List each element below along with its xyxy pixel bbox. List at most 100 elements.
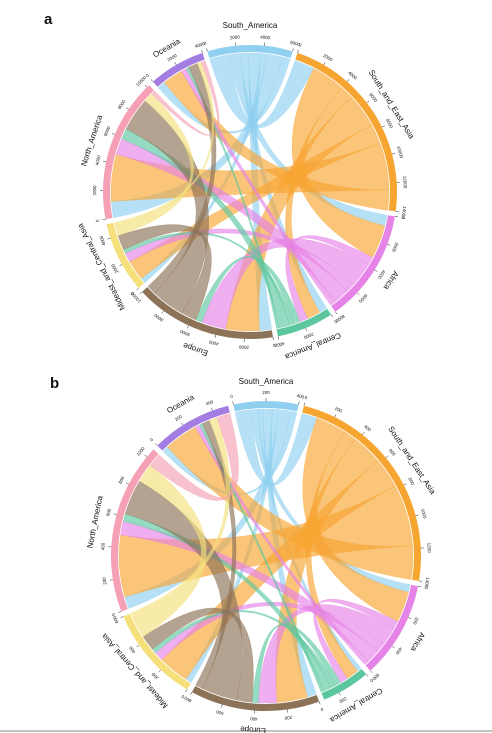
tick-label: 4000 xyxy=(95,154,102,165)
tick-label: 200 xyxy=(101,576,107,585)
tick-mark xyxy=(305,327,307,331)
tick-mark xyxy=(408,617,412,619)
tick-mark xyxy=(292,48,294,52)
tick-mark xyxy=(190,692,193,695)
tick-label: 6000 xyxy=(290,40,302,48)
tick-label: 1000 xyxy=(420,508,428,519)
tick-mark xyxy=(232,401,234,405)
tick-label: 2000 xyxy=(110,263,120,275)
tick-mark xyxy=(338,692,341,696)
tick-label: 600 xyxy=(112,615,120,624)
chord xyxy=(162,410,298,496)
tick-mark xyxy=(403,483,407,486)
tick-mark xyxy=(374,269,378,272)
tick-label: 0 xyxy=(180,694,185,700)
sector xyxy=(295,52,397,212)
tick-mark xyxy=(102,218,106,221)
tick-label: 600 xyxy=(105,508,112,517)
tick-mark xyxy=(201,49,203,53)
chord xyxy=(167,426,414,580)
tick-label: 400 xyxy=(394,646,403,655)
tick-mark xyxy=(107,237,111,240)
tick-mark xyxy=(391,153,396,155)
tick-label: 2000 xyxy=(238,344,249,349)
tick-label: 4000 xyxy=(377,269,387,281)
sector-label: Europe xyxy=(239,724,266,733)
chord xyxy=(130,417,231,621)
sector-label: South_America xyxy=(239,377,294,386)
tick-mark xyxy=(139,291,143,295)
tick-label: 8000 xyxy=(117,99,127,110)
tick-label: 400 xyxy=(205,399,214,406)
tick-label: 0 xyxy=(369,678,375,684)
tick-mark xyxy=(125,482,129,485)
tick-label: 800 xyxy=(183,695,192,703)
tick-label: 4000 xyxy=(347,70,358,81)
tick-mark xyxy=(118,611,122,613)
tick-label: 400 xyxy=(128,645,137,654)
tick-label: 14000 xyxy=(401,206,408,220)
tick-mark xyxy=(136,644,140,648)
tick-label: 0 xyxy=(272,343,276,348)
chord xyxy=(157,56,291,134)
tick-mark xyxy=(144,454,148,457)
tick-label: 1000 xyxy=(135,446,146,457)
tick-label: 8000 xyxy=(153,312,164,322)
tick-mark xyxy=(103,161,107,163)
tick-label: 600 xyxy=(215,709,224,716)
tick-mark xyxy=(214,334,216,338)
tick-label: 800 xyxy=(117,475,125,484)
tick-label: 6000 xyxy=(179,328,191,337)
sector xyxy=(331,215,395,312)
tick-mark xyxy=(323,62,326,65)
chord xyxy=(199,423,325,693)
tick-label: 2000 xyxy=(322,53,334,63)
tick-label: 4000 xyxy=(98,235,106,247)
sector xyxy=(276,308,332,337)
panel-label: b xyxy=(50,375,59,392)
tick-mark xyxy=(356,292,360,296)
tick-mark xyxy=(113,513,117,515)
tick-mark xyxy=(144,84,148,88)
tick-mark xyxy=(158,669,162,673)
tick-label: 2000 xyxy=(391,242,399,254)
chord-diagram: 0200400South_America02004006008001000120… xyxy=(85,377,437,733)
chord xyxy=(164,70,390,211)
tick-mark xyxy=(125,107,129,110)
sector xyxy=(106,222,144,289)
tick-label: 4000 xyxy=(260,34,271,40)
chord xyxy=(114,61,215,227)
tick-label: 6000 xyxy=(357,293,368,304)
tick-label: 2000 xyxy=(303,332,315,341)
tick-mark xyxy=(330,314,333,318)
tick-label: 0 xyxy=(95,219,100,223)
tick-label: 8000 xyxy=(334,314,345,324)
tick-mark xyxy=(181,422,184,426)
tick-label: 200 xyxy=(284,715,293,721)
tick-mark xyxy=(298,401,300,405)
tick-mark xyxy=(174,62,177,65)
tick-label: 200 xyxy=(150,671,159,680)
tick-mark xyxy=(366,100,370,103)
tick-label: 2000 xyxy=(167,53,179,63)
tick-label: 400 xyxy=(363,424,372,433)
chord xyxy=(147,63,217,294)
tick-label: 0 xyxy=(423,586,428,590)
tick-label: 1400 xyxy=(424,577,431,588)
tick-mark xyxy=(415,514,419,516)
tick-label: 4000 xyxy=(208,339,219,346)
tick-mark xyxy=(381,125,385,128)
tick-mark xyxy=(161,310,164,314)
tick-label: 2000 xyxy=(92,185,97,196)
sector xyxy=(142,287,273,339)
chord xyxy=(181,68,336,306)
tick-label: 6000 xyxy=(368,92,378,103)
tick-mark xyxy=(206,48,208,52)
sector xyxy=(102,85,154,220)
tick-label: 0 xyxy=(298,42,302,48)
tick-mark xyxy=(187,325,189,329)
sector-label: South_America xyxy=(223,21,278,30)
sector xyxy=(123,613,191,690)
tick-mark xyxy=(385,455,389,458)
